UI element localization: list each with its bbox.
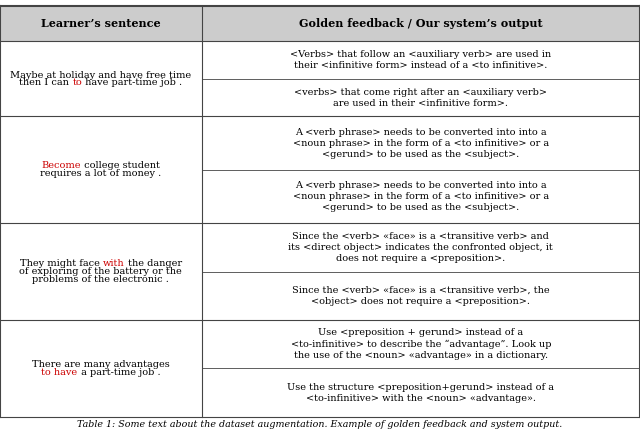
Text: the danger: the danger	[125, 259, 182, 268]
Bar	[202, 272, 640, 320]
Bar	[202, 170, 640, 223]
Bar	[202, 117, 640, 170]
Text: problems of the electronic .: problems of the electronic .	[33, 275, 169, 284]
Bar	[0, 320, 202, 417]
Text: Since the <verb> «face» is a <transitive verb> and
its <direct object> indicates: Since the <verb> «face» is a <transitive…	[289, 232, 553, 263]
Text: a part-time job .: a part-time job .	[77, 368, 160, 377]
Text: college student: college student	[81, 162, 160, 170]
Text: A <verb phrase> needs to be converted into into a
<noun phrase> in the form of a: A <verb phrase> needs to be converted in…	[292, 127, 549, 159]
Text: requires a lot of money .: requires a lot of money .	[40, 169, 161, 178]
Text: of exploring of the battery or the: of exploring of the battery or the	[19, 267, 182, 276]
Text: have part-time job .: have part-time job .	[82, 78, 182, 87]
Text: <Verbs> that follow an <auxiliary verb> are used in
their <infinitive form> inst: <Verbs> that follow an <auxiliary verb> …	[290, 50, 552, 70]
Bar	[202, 41, 640, 79]
Bar	[0, 223, 202, 320]
Text: Use the structure <preposition+gerund> instead of a
<to-infinitive> with the <no: Use the structure <preposition+gerund> i…	[287, 383, 554, 403]
Bar	[202, 223, 640, 272]
Text: to have: to have	[42, 368, 77, 377]
Text: Maybe at holiday and have free time: Maybe at holiday and have free time	[10, 70, 191, 79]
Text: Table 1: Some text about the dataset augmentation. Example of golden feedback an: Table 1: Some text about the dataset aug…	[77, 420, 563, 429]
Text: Become: Become	[42, 162, 81, 170]
Text: with: with	[103, 259, 125, 268]
Bar	[202, 368, 640, 417]
Text: They might face: They might face	[20, 259, 103, 268]
Text: <verbs> that come right after an <auxiliary verb>
are used in their <infinitive : <verbs> that come right after an <auxili…	[294, 88, 547, 108]
Bar	[202, 6, 640, 41]
Text: A <verb phrase> needs to be converted into into a
<noun phrase> in the form of a: A <verb phrase> needs to be converted in…	[292, 181, 549, 212]
Bar	[0, 117, 202, 223]
Text: There are many advantages: There are many advantages	[32, 360, 170, 369]
Text: Use <preposition + gerund> instead of a
<to-infinitive> to describe the “advanta: Use <preposition + gerund> instead of a …	[291, 328, 551, 360]
Text: Since the <verb> «face» is a <transitive verb>, the
<object> does not require a : Since the <verb> «face» is a <transitive…	[292, 286, 550, 306]
Text: then I can: then I can	[19, 78, 72, 87]
Bar	[0, 41, 202, 117]
Text: to: to	[72, 78, 82, 87]
Text: Learner’s sentence: Learner’s sentence	[41, 19, 161, 29]
Text: Golden feedback / Our system’s output: Golden feedback / Our system’s output	[299, 19, 543, 29]
Bar	[202, 320, 640, 368]
Bar	[202, 79, 640, 117]
Bar	[0, 6, 202, 41]
